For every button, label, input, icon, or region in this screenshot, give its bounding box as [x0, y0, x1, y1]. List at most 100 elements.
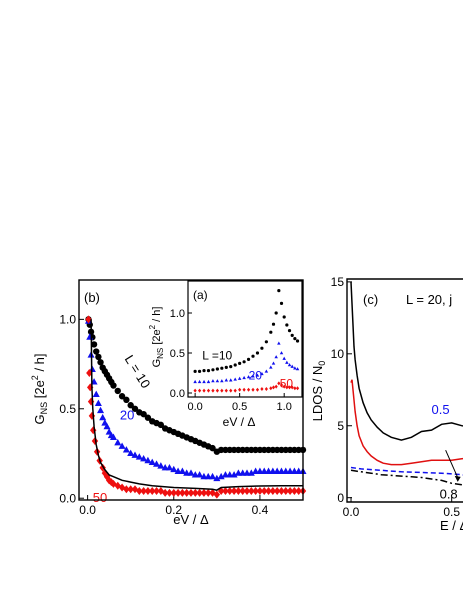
- panel-a-series-0-point: [242, 360, 246, 364]
- panel-a-series-0-point: [274, 311, 278, 315]
- panel-b-series-1-point: [230, 471, 238, 478]
- panel-c-xtick-label: 0.0: [343, 505, 360, 519]
- panel-b-series-1-point: [127, 449, 135, 457]
- panel-a-series-2-point: [224, 388, 228, 393]
- panel-b-xtick-label: 0.2: [165, 503, 182, 517]
- panel-b-series-2-point: [118, 483, 126, 492]
- panel-c-frame: [346, 278, 463, 503]
- panel-a-series-1-point: [206, 379, 211, 384]
- panel-b-series-2-point: [153, 487, 160, 496]
- panel-b-series-0-point: [90, 341, 98, 348]
- panel-b-series-2-point: [99, 463, 106, 472]
- panel-b-series-0-point: [118, 393, 126, 400]
- panel-c-arrowhead: [454, 475, 461, 482]
- panel-b-series-1-point: [187, 469, 195, 476]
- panel-b-series-2-point: [85, 315, 92, 324]
- panel-a-series-0-point: [215, 367, 219, 371]
- panel-a-xlabel: eV / Δ: [223, 415, 256, 429]
- panel-c-label: (c): [363, 292, 378, 307]
- panel-a-series-1-point: [295, 367, 300, 371]
- panel-b-series-2-point: [261, 487, 268, 496]
- panel-b-series-1-point: [165, 463, 173, 471]
- panel-a-series-2-point: [285, 385, 289, 390]
- panel-a-series-1-point: [246, 375, 251, 379]
- panel-b-series-2-point: [269, 487, 277, 496]
- panel-a-series-0-point: [293, 337, 297, 341]
- panel-a-series-2-point: [215, 388, 219, 393]
- panel-a-series-0-point: [202, 369, 206, 373]
- panel-a-xtick-label: 0.0: [187, 401, 202, 413]
- panel-a-series-2-point: [233, 388, 237, 393]
- panel-a-series-1-point: [228, 378, 233, 382]
- panel-b-series-0-point: [95, 353, 102, 361]
- panel-b-series-2-point: [291, 487, 298, 496]
- panel-a-series-2-point: [260, 387, 264, 391]
- panel-b-ytick-label: 0.5: [59, 402, 76, 416]
- panel-b-series-2-point: [256, 487, 264, 496]
- panel-b-series-2-point: [149, 487, 156, 496]
- panel-a-series-0-point: [251, 354, 255, 358]
- panel-a-series-2-point: [287, 385, 292, 390]
- panel-a-series-0-point: [285, 323, 289, 327]
- panel-b-series-1-point: [213, 474, 221, 482]
- panel-b-series-2-point: [131, 485, 139, 494]
- panel-a-series-0-point: [287, 329, 292, 333]
- panel-b-series-0-point: [97, 359, 104, 366]
- panel-a-series-2-point: [274, 384, 278, 389]
- panel-a-series-0-point: [255, 351, 260, 355]
- panel-a-series-2-point: [220, 388, 224, 393]
- panel-b-series-0-point: [123, 396, 130, 404]
- panel-b-series-2-point: [140, 487, 147, 496]
- panel-b-series-2-point: [196, 488, 203, 497]
- panel-a-series-1-point: [269, 365, 273, 369]
- panel-b-series-2-point: [136, 487, 143, 496]
- panel-a-series-1-point: [293, 366, 297, 370]
- panel-b-series-2-point: [127, 485, 134, 494]
- panel-b-xtick-label: 0.4: [252, 503, 269, 517]
- panel-b-series-2-point: [243, 487, 251, 496]
- panel-c-series-2-line: [350, 466, 463, 476]
- panel-b-series-2-point: [200, 488, 208, 497]
- panel-a-series-2-point: [295, 386, 300, 391]
- panel-a-series-0-point: [197, 369, 202, 373]
- panel-b-series-1-point: [131, 451, 139, 458]
- panel-a-series-1-point: [287, 363, 292, 367]
- panel-b-ytick-label: 0.0: [59, 491, 76, 505]
- panel-b-series-1-point: [178, 467, 186, 474]
- panel-b-xtick-label: 0.0: [79, 503, 96, 517]
- panel-b-series-2-point: [226, 487, 233, 496]
- panel-a-series-1-point: [193, 379, 197, 384]
- panel-a-series-2-point: [282, 384, 286, 389]
- panel-b-series-2-point: [86, 369, 93, 378]
- panel-b-series-1-point: [148, 458, 156, 465]
- panel-b-series-0-point: [209, 444, 216, 452]
- panel-a-series-1-point: [277, 341, 281, 345]
- panel-a-series-1-point: [290, 364, 294, 368]
- panel-b-series-2-point: [213, 490, 221, 499]
- panel-a-series-1-point: [274, 355, 278, 359]
- panel-b-series-1-point: [118, 442, 126, 449]
- panel-a-series-2-point: [279, 383, 284, 387]
- panel-a-series-2-point: [211, 388, 215, 393]
- panel-a-series-1-point: [237, 376, 242, 380]
- panel-b-series-1-point: [94, 399, 102, 406]
- panel-a-frame: [187, 280, 303, 398]
- panel-b-series-2-point: [282, 487, 289, 496]
- panel-a-series-1-point: [282, 356, 286, 360]
- panel-a-series-2-point: [255, 387, 260, 392]
- panel-b-series-2-point: [174, 488, 182, 497]
- panel-a-series-2-point: [197, 388, 202, 393]
- panel-b-series-1-point: [196, 471, 204, 478]
- panel-b-series-1-point: [122, 446, 130, 453]
- panel-b-label: (b): [84, 290, 100, 305]
- panel-a-series-2-point: [238, 387, 242, 392]
- panel-b-series-0-point: [131, 405, 139, 412]
- panel-c-series-0-line: [350, 281, 463, 441]
- panel-b-series-2-point: [183, 488, 190, 497]
- panel-b-series-0-point: [93, 348, 100, 355]
- panel-a-series-2-point: [206, 388, 211, 393]
- panel-a-series-2-point: [269, 386, 273, 391]
- panel-a-series-0-point: [224, 365, 228, 369]
- panel-b-series-1-point: [135, 453, 143, 460]
